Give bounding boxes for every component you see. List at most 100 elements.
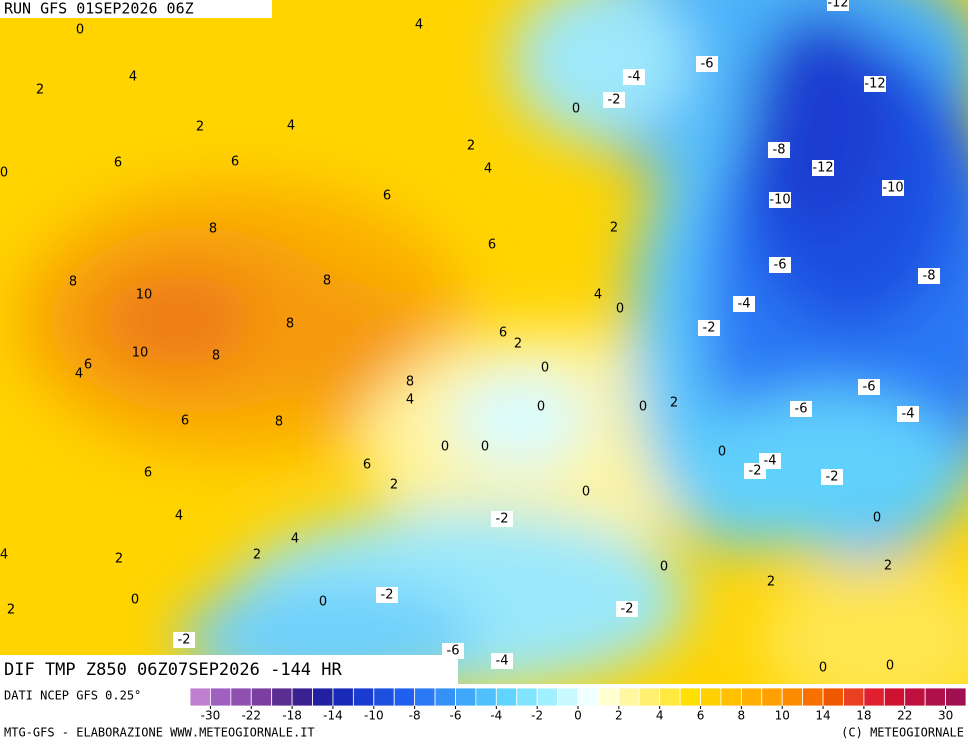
colorbar-label: -18 bbox=[282, 709, 302, 723]
colorbar-label: -6 bbox=[449, 709, 461, 723]
label-box bbox=[696, 56, 718, 72]
contour-label: 8 bbox=[286, 317, 294, 332]
colorbar-label: -2 bbox=[531, 709, 543, 723]
contour-label: 0 bbox=[660, 560, 668, 575]
contour-label: -8 bbox=[773, 143, 786, 158]
contour-label: 10 bbox=[132, 346, 149, 361]
label-box bbox=[768, 142, 790, 158]
colorbar-label: 22 bbox=[897, 709, 912, 723]
contour-label: -2 bbox=[703, 321, 716, 336]
colorbar-swatch bbox=[414, 687, 436, 707]
contour-label: -6 bbox=[795, 402, 808, 417]
field-box bbox=[0, 655, 458, 684]
header-box bbox=[0, 0, 272, 18]
contour-label: 8 bbox=[275, 415, 283, 430]
credit-right: (C) METEOGIORNALE bbox=[841, 726, 964, 740]
contour-label: 4 bbox=[484, 162, 492, 177]
label-box bbox=[442, 643, 464, 659]
field-label: DIF TMP Z850 06Z07SEP2026 -144 HR bbox=[4, 660, 343, 680]
contour-label: 0 bbox=[718, 445, 726, 460]
contour-label: 0 bbox=[616, 302, 624, 317]
contour-label: 2 bbox=[7, 603, 15, 618]
colorbar-label: 8 bbox=[738, 709, 746, 723]
colorbar-swatch bbox=[638, 687, 661, 707]
label-box bbox=[864, 76, 886, 92]
contour-label: 0 bbox=[886, 659, 894, 674]
contour-label: -6 bbox=[774, 258, 787, 273]
colorbar-swatch bbox=[475, 687, 497, 707]
credit-left: MTG-GFS - ELABORAZIONE WWW.METEOGIORNALE… bbox=[4, 726, 315, 740]
label-box bbox=[897, 406, 919, 422]
contour-label: 10 bbox=[136, 288, 153, 303]
contour-label: -4 bbox=[496, 654, 509, 669]
contour-label: 4 bbox=[594, 288, 602, 303]
contour-label: 0 bbox=[481, 440, 489, 455]
contour-label: 0 bbox=[0, 166, 8, 181]
colorbar-swatch bbox=[945, 687, 967, 707]
run-label: RUN GFS 01SEP2026 06Z bbox=[4, 0, 194, 18]
colorbar-swatch bbox=[659, 687, 681, 707]
colorbar-label: -10 bbox=[364, 709, 384, 723]
contour-label: 2 bbox=[610, 221, 618, 236]
colorbar-label: -4 bbox=[490, 709, 502, 723]
colorbar-swatch bbox=[802, 687, 824, 707]
colorbar-swatch bbox=[618, 687, 640, 707]
colorbar-swatch bbox=[577, 687, 599, 707]
contour-label: -2 bbox=[496, 512, 509, 527]
contour-label: 6 bbox=[499, 326, 507, 341]
contour-label: 0 bbox=[319, 595, 327, 610]
contour-label: 0 bbox=[131, 593, 139, 608]
contour-label: 8 bbox=[69, 275, 77, 290]
colorbar-label: -30 bbox=[201, 709, 221, 723]
contour-label: 2 bbox=[467, 139, 475, 154]
colorbar-swatch bbox=[761, 687, 783, 707]
colorbar-swatch bbox=[843, 687, 865, 707]
label-box bbox=[698, 320, 720, 336]
contour-label: 0 bbox=[537, 400, 545, 415]
colorbar-swatch bbox=[271, 687, 293, 707]
contour-label: 6 bbox=[488, 238, 496, 253]
contour-label: -12 bbox=[864, 77, 885, 92]
label-box bbox=[173, 632, 195, 648]
label-box bbox=[790, 401, 812, 417]
colorbar-swatch bbox=[373, 687, 395, 707]
contour-label: -6 bbox=[701, 57, 714, 72]
contour-label: -2 bbox=[621, 602, 634, 617]
contour-label: 8 bbox=[406, 375, 414, 390]
contour-label: 4 bbox=[75, 367, 83, 382]
label-box bbox=[858, 379, 880, 395]
contour-label: -10 bbox=[769, 193, 790, 208]
colorbar-swatch bbox=[924, 687, 946, 707]
contour-label: 4 bbox=[129, 70, 137, 85]
colorbar-label: 14 bbox=[815, 709, 830, 723]
label-box bbox=[603, 92, 625, 108]
colorbar-swatch bbox=[740, 687, 763, 707]
contour-label: 8 bbox=[209, 222, 217, 237]
contour-label: 6 bbox=[231, 155, 239, 170]
contour-label: 6 bbox=[363, 458, 371, 473]
contour-label: 6 bbox=[181, 414, 189, 429]
colorbar-swatch bbox=[291, 687, 313, 707]
contour-label: -4 bbox=[738, 297, 751, 312]
label-box bbox=[918, 268, 940, 284]
colorbar-swatch bbox=[557, 687, 579, 707]
contour-label: 4 bbox=[291, 532, 299, 547]
contour-label: 2 bbox=[514, 337, 522, 352]
temperature-field bbox=[0, 0, 968, 684]
colorbar-swatch bbox=[822, 687, 844, 707]
label-box bbox=[769, 192, 791, 208]
contour-label: 0 bbox=[572, 102, 580, 117]
label-box bbox=[376, 587, 398, 603]
label-box bbox=[623, 69, 645, 85]
label-box bbox=[491, 511, 513, 527]
colorbar-label: 18 bbox=[856, 709, 871, 723]
contour-label: -4 bbox=[764, 454, 777, 469]
contour-label: -2 bbox=[826, 470, 839, 485]
colorbar-swatch bbox=[720, 687, 742, 707]
colorbar-label: 0 bbox=[574, 709, 582, 723]
colorbar-swatch bbox=[332, 687, 354, 707]
colorbar-swatch bbox=[312, 687, 334, 707]
contour-label: 2 bbox=[253, 548, 261, 563]
contour-label: 0 bbox=[441, 440, 449, 455]
